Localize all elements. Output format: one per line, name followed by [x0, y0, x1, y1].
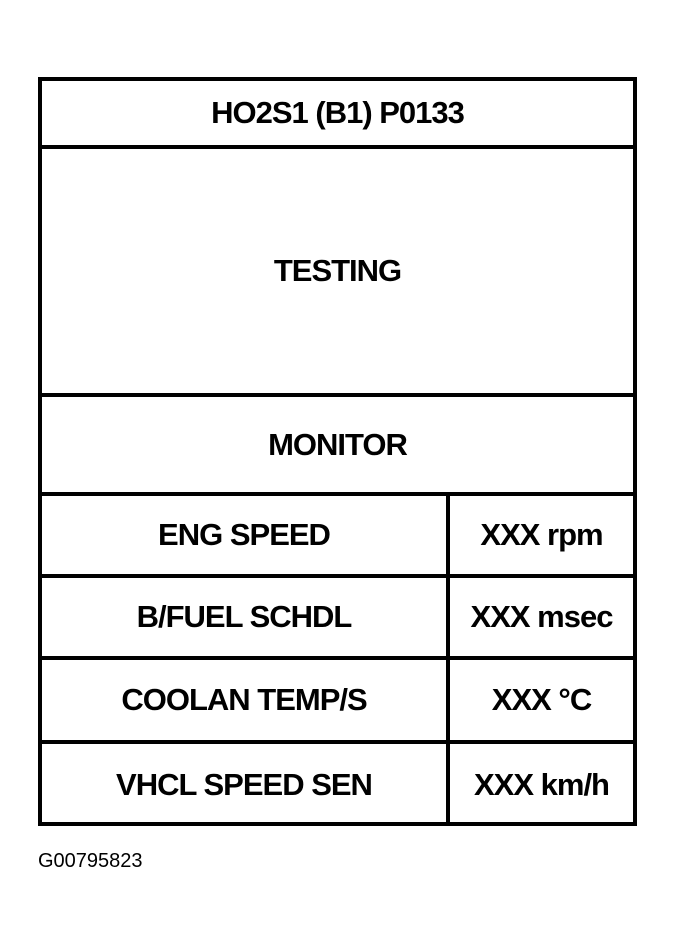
row-value: XXX msec [446, 578, 633, 656]
screen-title: HO2S1 (B1) P0133 [211, 95, 465, 130]
testing-status: TESTING [42, 145, 633, 393]
row-label: VHCL SPEED SEN [116, 767, 373, 802]
figure-id: G00795823 [38, 850, 143, 872]
data-row: B/FUEL SCHDL XXX msec [42, 574, 633, 656]
scan-tool-screen: HO2S1 (B1) P0133 TESTING MONITOR ENG SPE… [38, 77, 637, 826]
data-row: ENG SPEED XXX rpm [42, 492, 633, 574]
data-row: VHCL SPEED SEN XXX km/h [42, 740, 633, 826]
row-label: ENG SPEED [158, 517, 331, 552]
row-label: COOLAN TEMP/S [121, 682, 367, 717]
row-value: XXX km/h [446, 744, 633, 826]
row-value: XXX rpm [446, 496, 633, 574]
row-value: XXX °C [446, 660, 633, 740]
row-label: B/FUEL SCHDL [136, 599, 353, 634]
monitor-heading: MONITOR [42, 393, 633, 492]
data-row: COOLAN TEMP/S XXX °C [42, 656, 633, 740]
